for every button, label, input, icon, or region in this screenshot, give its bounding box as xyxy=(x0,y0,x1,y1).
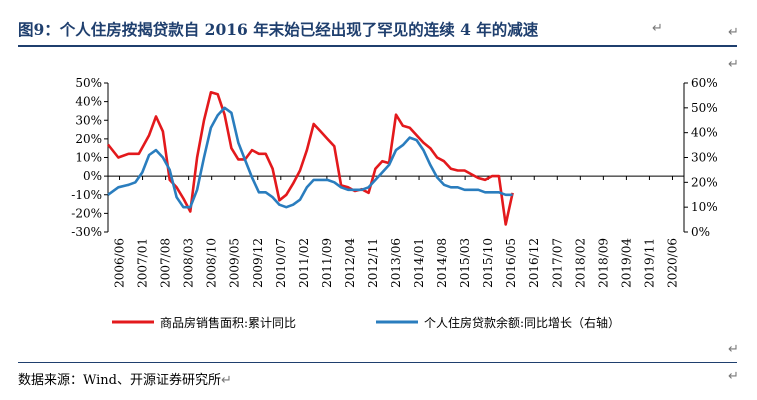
paragraph-mark-icon: ↵ xyxy=(221,373,232,388)
left-tick-label: 40% xyxy=(75,95,102,109)
paragraph-mark-icon: ↵ xyxy=(728,25,739,40)
left-tick-label: 30% xyxy=(75,113,102,127)
x-tick-label: 2007/01 xyxy=(136,238,150,288)
left-tick-label: 50% xyxy=(75,76,102,90)
chart-title: 图9：个人住房按揭贷款自 2016 年末始已经出现了罕见的连续 4 年的减速 xyxy=(18,20,539,39)
x-tick-label: 2014/01 xyxy=(412,238,426,288)
x-tick-label: 2013/06 xyxy=(389,238,403,288)
x-tick-label: 2016/05 xyxy=(504,238,518,288)
left-tick-label: 0% xyxy=(83,169,102,183)
left-tick-label: -20% xyxy=(71,206,102,220)
left-tick-label: -10% xyxy=(71,188,102,202)
paragraph-mark-icon: ↵ xyxy=(652,21,663,36)
source-text: 数据来源：Wind、开源证券研究所 xyxy=(18,373,221,388)
right-tick-label: 50% xyxy=(691,101,718,115)
x-tick-label: 2020/06 xyxy=(665,238,679,288)
legend-label-1: 商品房销售面积:累计同比 xyxy=(160,315,296,330)
x-tick-label: 2016/12 xyxy=(527,238,541,288)
x-tick-label: 2012/11 xyxy=(366,238,380,288)
legend-label-2: 个人住房贷款余额:同比增长（右轴） xyxy=(424,315,620,330)
right-tick-label: 0% xyxy=(691,225,710,239)
x-tick-label: 2019/11 xyxy=(642,238,656,288)
x-tick-label: 2008/03 xyxy=(182,238,196,288)
paragraph-mark-icon: ↵ xyxy=(728,57,739,72)
x-tick-label: 2010/07 xyxy=(274,238,288,288)
line-chart: 50% 40% 30% 20% 10% 0% -10% -20% -30% 60% 50% 40% 30… xyxy=(71,76,718,330)
right-tick-label: 10% xyxy=(691,200,718,214)
x-tick-label: 2015/03 xyxy=(458,238,472,288)
left-tick-label: 20% xyxy=(75,132,102,146)
left-tick-label: 10% xyxy=(75,151,102,165)
x-tick-label: 2011/02 xyxy=(297,238,311,288)
paragraph-mark-icon: ↵ xyxy=(728,369,739,384)
x-tick-label: 2012/04 xyxy=(343,238,357,288)
left-tick-label: -30% xyxy=(71,225,102,239)
x-tick-label: 2007/08 xyxy=(159,238,173,288)
x-tick-label: 2017/07 xyxy=(550,238,564,288)
right-tick-label: 20% xyxy=(691,175,718,189)
x-tick-label: 2009/05 xyxy=(228,238,242,288)
x-tick-label: 2008/10 xyxy=(205,238,219,288)
series-line-2 xyxy=(107,106,513,209)
x-tick-label: 2011/09 xyxy=(320,238,334,288)
x-tick-label: 2015/10 xyxy=(481,238,495,288)
source-note: 数据来源：Wind、开源证券研究所↵ xyxy=(18,369,232,388)
series-line-1 xyxy=(106,91,514,226)
x-tick-label: 2018/02 xyxy=(573,238,587,288)
x-tick-label: 2014/08 xyxy=(435,238,449,288)
x-tick-label: 2019/04 xyxy=(619,238,633,288)
x-tick-label: 2018/09 xyxy=(596,238,610,288)
x-tick-label: 2009/12 xyxy=(251,238,265,288)
source-rule xyxy=(18,362,737,363)
paragraph-mark-icon: ↵ xyxy=(728,342,739,357)
right-tick-label: 40% xyxy=(691,126,718,140)
title-rule xyxy=(18,45,737,47)
right-tick-label: 60% xyxy=(691,76,718,90)
x-tick-label: 2006/06 xyxy=(113,238,127,288)
right-tick-label: 30% xyxy=(691,151,718,165)
